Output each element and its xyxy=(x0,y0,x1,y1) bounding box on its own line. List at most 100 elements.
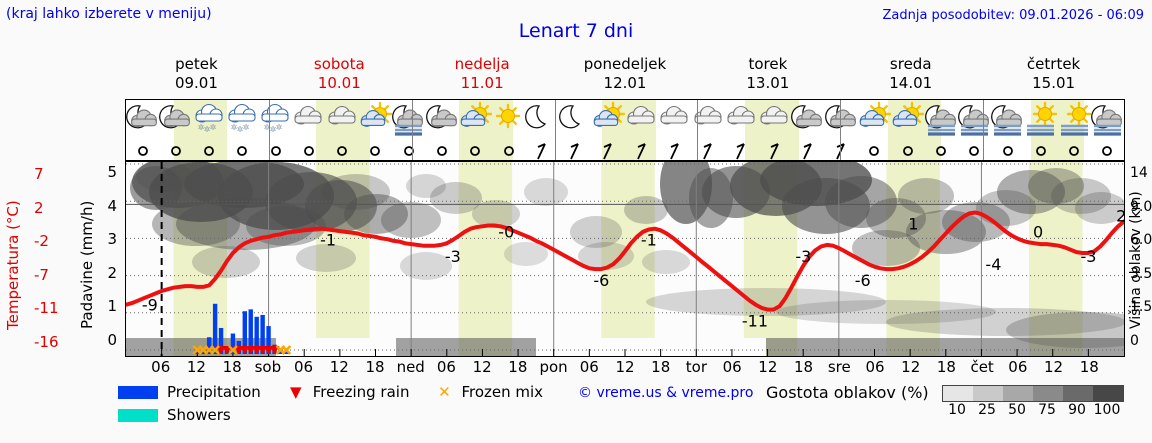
svg-text:✲: ✲ xyxy=(197,123,204,132)
svg-text:✲: ✲ xyxy=(243,123,250,132)
weather-icon-moon-fog xyxy=(392,100,425,144)
precip-bar-6 xyxy=(230,333,236,354)
x-tick-06-12: 06 xyxy=(579,358,599,376)
precip-bar-10 xyxy=(254,316,259,354)
calm-wind-marker-3 xyxy=(226,140,259,161)
x-tick-18-10: 18 xyxy=(508,358,528,376)
x-tick-12-1: 12 xyxy=(186,358,206,376)
calm-wind-marker-27 xyxy=(1024,140,1057,161)
precip-bar-14 xyxy=(278,349,283,354)
precipitation-tick-2: 3 xyxy=(107,230,117,248)
temperature-label-7: -3 xyxy=(795,247,811,266)
cloud-blob-33 xyxy=(997,170,1065,214)
precipitation-tick-0: 5 xyxy=(107,163,117,181)
temperature-label-5: -1 xyxy=(641,231,657,250)
weather-plot: -9 -1 -3 -0 -6 -1 -11 -3 -6 1 -4 0 -3 2 xyxy=(125,161,1125,357)
temperature-label-10: -4 xyxy=(985,255,1001,274)
wind-barb-16 xyxy=(658,140,691,161)
wind-barb-13 xyxy=(558,140,591,161)
legend-showers: Showers xyxy=(118,406,231,424)
calm-wind-marker-11 xyxy=(492,140,525,161)
x-tick-18-22: 18 xyxy=(936,358,956,376)
cloud-blob-45 xyxy=(400,252,452,280)
calm-wind-marker-5 xyxy=(292,140,325,161)
weather-icon-sun-cloud xyxy=(858,100,891,144)
svg-text:✲: ✲ xyxy=(231,123,238,132)
day-header-6: četrtek 15.01 xyxy=(982,55,1125,95)
precipitation-tick-5: 0 xyxy=(107,330,117,349)
cloud-height-tick-2: 6.0 xyxy=(1130,232,1152,248)
x-tick-12-17: 12 xyxy=(758,358,778,376)
day-separator-1 xyxy=(268,100,270,160)
precipitation-swatch xyxy=(118,385,158,399)
day-date: 11.01 xyxy=(460,74,504,92)
frozen-mix-icon: ✕ xyxy=(438,383,451,401)
legend: Precipitation ▼ Freezing rain ✕ Frozen m… xyxy=(118,383,1152,441)
x-tick-18-6: 18 xyxy=(365,358,385,376)
precip-bar-4 xyxy=(218,327,224,354)
cloud-density-scale-50: 50 xyxy=(1008,402,1026,418)
precipitation-axis-title: Padavine (mm/h) xyxy=(78,200,96,330)
legend-precipitation: Precipitation xyxy=(118,383,261,401)
cloud-density-scale-labels: 10 25 50 75 90 100 xyxy=(942,402,1122,418)
x-tick-čet-23: čet xyxy=(970,358,994,376)
cloud-blob-44 xyxy=(296,244,356,272)
x-tick-sre-19: sre xyxy=(827,358,851,376)
weather-icon-cloud xyxy=(292,100,325,144)
plot-svg: -9 -1 -3 -0 -6 -1 -11 -3 -6 1 -4 0 -3 2 xyxy=(126,162,1124,356)
day-name: torek xyxy=(748,55,788,73)
wind-barb-19 xyxy=(758,140,791,161)
weather-icon-moon-cloud xyxy=(824,100,858,144)
wind-barb-14 xyxy=(592,140,625,161)
x-tick-18-26: 18 xyxy=(1079,358,1099,376)
temperature-tick-0: 7 xyxy=(34,165,44,183)
cloud-blob-28 xyxy=(898,178,954,214)
cloud-blob-34 xyxy=(1028,168,1084,204)
surface-cloud-gap xyxy=(276,338,396,356)
cloud-density-step-1 xyxy=(973,386,1003,401)
wind-barb-17 xyxy=(692,140,725,161)
x-axis-tick-labels: 06 12 18 sob 06 12 18 ned 06 12 18 pon 06 12 18 tor 06 12… xyxy=(125,358,1125,378)
weather-icon-moon-fog xyxy=(924,100,957,144)
legend-frozen-mix: ✕ Frozen mix xyxy=(435,383,543,401)
x-tick-06-8: 06 xyxy=(436,358,456,376)
x-tick-18-14: 18 xyxy=(651,358,671,376)
calm-wind-marker-2 xyxy=(193,140,226,161)
temperature-label-8: -6 xyxy=(855,271,871,290)
x-tick-06-0: 06 xyxy=(151,358,171,376)
x-tick-06-4: 06 xyxy=(294,358,314,376)
cloud-blob-17 xyxy=(524,178,568,206)
precipitation-tick-3: 2 xyxy=(107,263,117,282)
weather-icon-cloud-snow: ✲ ✲ ✲ xyxy=(226,100,259,144)
calm-wind-marker-26 xyxy=(991,140,1024,161)
day-name: petek xyxy=(175,55,218,73)
cloud-blob-10 xyxy=(305,180,377,232)
copyright-link[interactable]: © vreme.us & vreme.pro xyxy=(578,385,754,401)
x-tick-pon-11: pon xyxy=(539,358,568,376)
cloud-density-step-5 xyxy=(1093,386,1123,401)
weather-icon-moon-fog xyxy=(957,100,991,144)
weather-icon-sun-fog xyxy=(1057,100,1091,144)
temperature-label-2: -3 xyxy=(445,247,461,266)
cloud-density-scale-25: 25 xyxy=(978,402,996,418)
calm-wind-marker-24 xyxy=(924,140,957,161)
precip-bar-3 xyxy=(212,303,218,354)
weather-icon-sun xyxy=(492,100,525,144)
x-tick-12-9: 12 xyxy=(472,358,492,376)
svg-text:✲: ✲ xyxy=(270,125,277,134)
calm-wind-marker-6 xyxy=(326,140,359,161)
weather-icon-cloud xyxy=(326,100,359,144)
calm-wind-marker-10 xyxy=(459,140,492,161)
x-tick-06-16: 06 xyxy=(722,358,742,376)
wind-barb-20 xyxy=(791,140,824,161)
temperature-tick-4: -11 xyxy=(34,299,59,317)
day-header-5: sreda 14.01 xyxy=(839,55,982,95)
cloud-blob-38 xyxy=(776,300,996,324)
day-date: 15.01 xyxy=(1032,74,1076,92)
x-tick-12-5: 12 xyxy=(329,358,349,376)
calm-wind-marker-9 xyxy=(425,140,458,161)
weather-icon-sun-cloud xyxy=(891,100,925,144)
day-header-1: sobota 10.01 xyxy=(268,55,411,95)
weather-icon-cloud xyxy=(725,100,758,144)
cloud-density-step-4 xyxy=(1063,386,1093,401)
